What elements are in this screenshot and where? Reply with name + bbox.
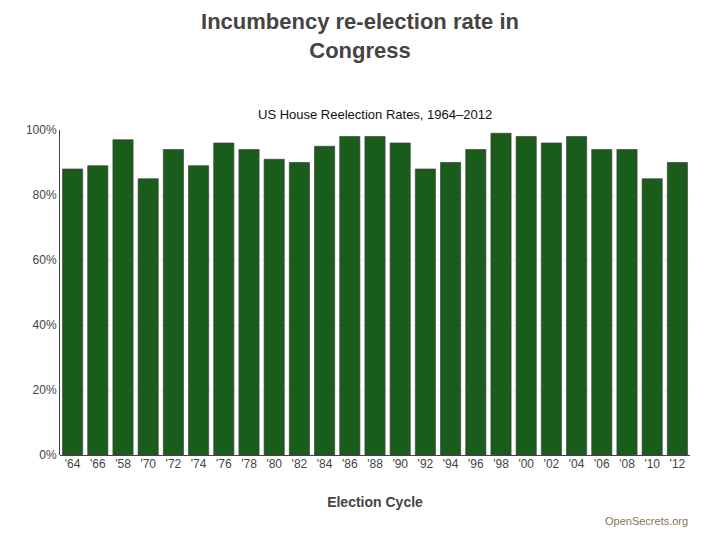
svg-text:'12: '12: [670, 457, 686, 471]
svg-text:'98: '98: [493, 457, 509, 471]
svg-text:'08: '08: [619, 457, 635, 471]
svg-text:'66: '66: [90, 457, 106, 471]
svg-text:100%: 100%: [26, 123, 57, 137]
svg-text:US House Reelection Rates, 196: US House Reelection Rates, 1964–2012: [258, 107, 492, 122]
svg-text:'04: '04: [569, 457, 585, 471]
svg-text:60%: 60%: [33, 253, 57, 267]
svg-text:'74: '74: [191, 457, 207, 471]
svg-text:40%: 40%: [33, 318, 57, 332]
svg-text:Election Cycle: Election Cycle: [327, 494, 423, 510]
svg-text:Incumbency re-election rate in: Incumbency re-election rate inCongress: [201, 9, 519, 63]
svg-text:'72: '72: [166, 457, 182, 471]
svg-text:'84: '84: [317, 457, 333, 471]
svg-text:'90: '90: [392, 457, 408, 471]
svg-text:'00: '00: [518, 457, 534, 471]
svg-text:'70: '70: [140, 457, 156, 471]
svg-text:80%: 80%: [33, 188, 57, 202]
svg-text:'82: '82: [292, 457, 308, 471]
svg-text:'96: '96: [468, 457, 484, 471]
svg-text:'88: '88: [367, 457, 383, 471]
svg-text:0%: 0%: [39, 448, 57, 462]
svg-text:'76: '76: [216, 457, 232, 471]
svg-text:20%: 20%: [33, 383, 57, 397]
svg-text:'06: '06: [594, 457, 610, 471]
svg-text:'02: '02: [544, 457, 560, 471]
svg-text:'80: '80: [266, 457, 282, 471]
svg-text:'86: '86: [342, 457, 358, 471]
svg-text:'58: '58: [115, 457, 131, 471]
svg-text:'78: '78: [241, 457, 257, 471]
svg-text:'94: '94: [443, 457, 459, 471]
svg-text:'64: '64: [65, 457, 81, 471]
svg-text:'92: '92: [418, 457, 434, 471]
svg-text:'10: '10: [644, 457, 660, 471]
svg-text:OpenSecrets.org: OpenSecrets.org: [605, 515, 688, 527]
